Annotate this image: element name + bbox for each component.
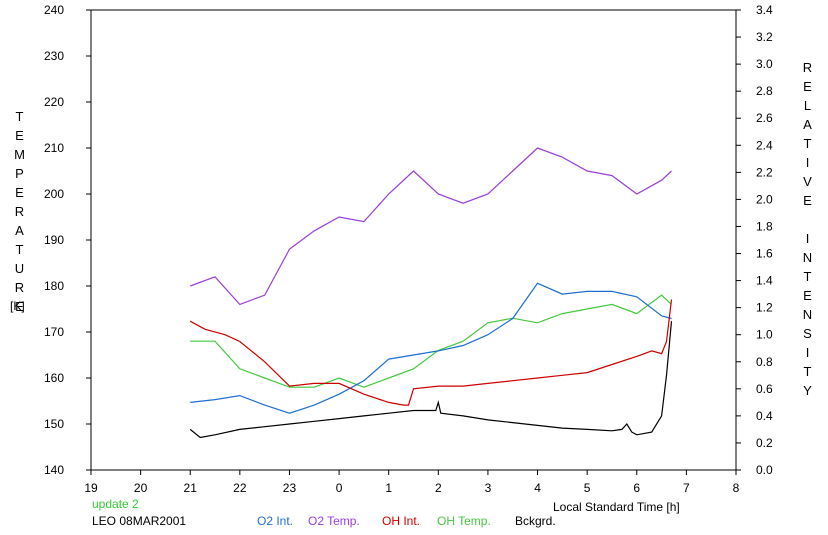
x-tick-label: 7: [683, 481, 690, 495]
legend-bckgrd: Bckgrd.: [515, 514, 556, 528]
x-tick-label: 6: [633, 481, 640, 495]
axis-label-letter: T: [803, 269, 813, 284]
legend-o2-int: O2 Int.: [257, 514, 294, 528]
y-left-tick-label: 190: [44, 233, 64, 247]
axis-label-letter: E: [803, 193, 813, 208]
x-tick-label: 4: [534, 481, 541, 495]
x-tick-label: 3: [485, 481, 492, 495]
axis-label-letter: E: [15, 299, 25, 314]
y-left-tick-label: 210: [44, 141, 64, 155]
legend-oh-int: OH Int.: [382, 514, 421, 528]
y-left-tick-label: 230: [44, 49, 64, 63]
y-left-tick-label: 150: [44, 417, 64, 431]
station-label: LEO 08MAR2001: [92, 514, 187, 528]
axis-label-letter: S: [803, 326, 813, 341]
axis-label-letter: R: [14, 204, 26, 219]
y-right-tick-label: 2.8: [756, 84, 773, 98]
y-right-tick-label: 2.6: [756, 111, 773, 125]
x-tick-label: 5: [584, 481, 591, 495]
axis-label-letter: P: [15, 166, 25, 181]
x-axis: 19 20 21 22 23 0 1 2 3 4 5 6 7 8: [84, 470, 740, 495]
y-axis-left: 140 150 160 170 180 190 200 210 220 230 240: [44, 3, 91, 477]
axis-label-gap: [800, 210, 816, 229]
x-tick-label: 22: [233, 481, 247, 495]
y-left-tick-label: 240: [44, 3, 64, 17]
axis-label-letter: Y: [803, 383, 813, 398]
series-line-bckgrd: [189, 321, 673, 439]
axis-label-letter: L: [803, 98, 813, 113]
axis-label-letter: E: [15, 185, 25, 200]
axis-label-letter: T: [803, 364, 813, 379]
x-tick-label: 19: [84, 481, 98, 495]
y-right-tick-label: 1.6: [756, 247, 773, 261]
x-tick-label: 8: [733, 481, 740, 495]
y-right-tick-label: 2.0: [756, 192, 773, 206]
y-axis-right: 0.0 0.2 0.4 0.6 0.8 1.0 1.2 1.4 1.6 1.8 2.0 2.2 2.4 2…: [736, 3, 773, 477]
y-left-unit: [K]: [10, 299, 25, 313]
y-left-tick-label: 180: [44, 279, 64, 293]
axis-label-letter: I: [805, 231, 811, 246]
legend-o2-temp: O2 Temp.: [308, 514, 360, 528]
axis-label-letter: E: [803, 79, 813, 94]
axis-label-letter: I: [805, 345, 811, 360]
y-right-tick-label: 0.4: [756, 409, 773, 423]
series-line-oh-int: [189, 299, 673, 406]
y-left-tick-label: 200: [44, 187, 64, 201]
axis-label-letter: T: [15, 109, 25, 124]
legend-oh-temp: OH Temp.: [437, 514, 491, 528]
y-right-tick-label: 3.2: [756, 30, 773, 44]
x-tick-label: 21: [184, 481, 198, 495]
x-tick-label: 0: [336, 481, 343, 495]
y-right-tick-label: 3.0: [756, 57, 773, 71]
y-right-tick-label: 1.8: [756, 219, 773, 233]
axis-label-letter: T: [803, 136, 813, 151]
x-tick-label: 20: [134, 481, 148, 495]
y-right-tick-label: 1.2: [756, 301, 773, 315]
y-right-tick-label: 2.2: [756, 165, 773, 179]
axis-label-letter: A: [803, 117, 813, 132]
y-right-tick-label: 0.2: [756, 436, 773, 450]
axis-label-letter: A: [15, 223, 25, 238]
y-right-tick-label: 2.4: [756, 138, 773, 152]
y-left-tick-label: 220: [44, 95, 64, 109]
x-tick-label: 23: [283, 481, 297, 495]
axis-label-letter: I: [805, 155, 811, 170]
axis-label-letter: V: [803, 174, 813, 189]
axis-label-letter: N: [802, 250, 814, 265]
y-left-tick-label: 160: [44, 371, 64, 385]
y-right-tick-label: 1.4: [756, 274, 773, 288]
y-left-tick-label: 140: [44, 463, 64, 477]
y-right-tick-label: 0.0: [756, 463, 773, 477]
y-right-tick-label: 3.4: [756, 3, 773, 17]
y-right-tick-label: 0.8: [756, 355, 773, 369]
axis-label-letter: T: [15, 242, 25, 257]
y-right-tick-label: 0.6: [756, 382, 773, 396]
axis-label-letter: R: [14, 280, 26, 295]
update-note: update 2: [92, 497, 139, 511]
series-line-o2-int: [190, 282, 672, 414]
axis-label-letter: E: [803, 288, 813, 303]
x-tick-label: 1: [385, 481, 392, 495]
series-line-o2-temp: [189, 147, 672, 306]
x-axis-label: Local Standard Time [h]: [553, 500, 680, 514]
x-tick-label: 2: [435, 481, 442, 495]
y-left-tick-label: 170: [44, 325, 64, 339]
series-line-oh-temp: [190, 294, 672, 388]
axis-label-letter: N: [802, 307, 814, 322]
plot-frame: [90, 9, 737, 471]
axis-label-letter: R: [802, 60, 814, 75]
y-right-tick-label: 1.0: [756, 328, 773, 342]
series-layer: [189, 147, 673, 439]
axis-label-letter: E: [15, 128, 25, 143]
axis-label-letter: M: [14, 147, 26, 162]
axis-label-letter: U: [14, 261, 26, 276]
